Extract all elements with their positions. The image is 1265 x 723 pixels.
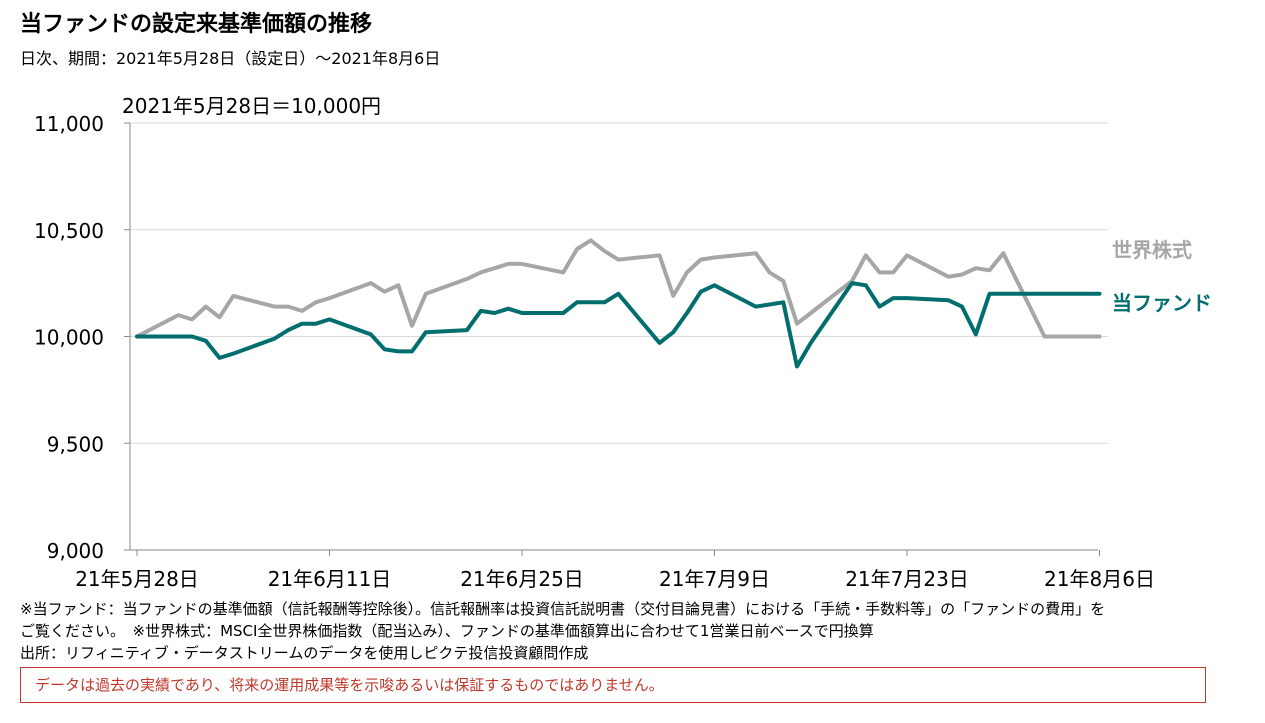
y-tick-label: 9,500 xyxy=(47,432,104,456)
page-subtitle: 日次、期間：2021年5月28日（設定日）～2021年8月6日 xyxy=(20,49,441,68)
x-tick-label: 21年7月23日 xyxy=(845,567,969,591)
series-label-world-equity: 世界株式 xyxy=(1112,238,1192,262)
footnote-fund: ※当ファンド：当ファンドの基準価額（信託報酬等控除後）。信託報酬率は投資信託説明… xyxy=(20,600,1106,618)
y-tick-label: 9,000 xyxy=(47,539,104,563)
footnote-fees: ご覧ください。 ※世界株式：MSCI全世界株価指数（配当込み）、ファンドの基準価… xyxy=(20,622,874,640)
series-line-world-equity xyxy=(135,238,1102,339)
x-tick-label: 21年7月9日 xyxy=(659,567,770,591)
footnotes: ※当ファンド：当ファンドの基準価額（信託報酬等控除後）。信託報酬率は投資信託説明… xyxy=(20,598,1245,664)
footnote-source: 出所：リフィニティブ・データストリームのデータを使用しピクテ投信投資顧問作成 xyxy=(20,644,589,662)
x-tick-label: 21年6月11日 xyxy=(268,567,392,591)
disclaimer-box: データは過去の実績であり、将来の運用成果等を示唆あるいは保証するものではありませ… xyxy=(20,667,1206,703)
x-tick-label: 21年6月25日 xyxy=(460,567,584,591)
line-chart: 9,000 9,500 10,000 10,500 11,000 21年5月28日 21年6… xyxy=(34,94,1212,591)
x-tick-label: 21年8月6日 xyxy=(1044,567,1155,591)
page-title: 当ファンドの設定来基準価額の推移 xyxy=(20,12,373,37)
y-tick-label: 10,500 xyxy=(34,219,104,243)
series-label-fund: 当ファンド xyxy=(1112,291,1212,315)
chart-annotation: 2021年5月28日＝10,000円 xyxy=(122,94,381,118)
x-tick-label: 21年5月28日 xyxy=(75,567,199,591)
y-tick-label: 10,000 xyxy=(34,326,104,350)
y-tick-label: 11,000 xyxy=(34,112,104,136)
series-line-fund xyxy=(135,281,1102,369)
